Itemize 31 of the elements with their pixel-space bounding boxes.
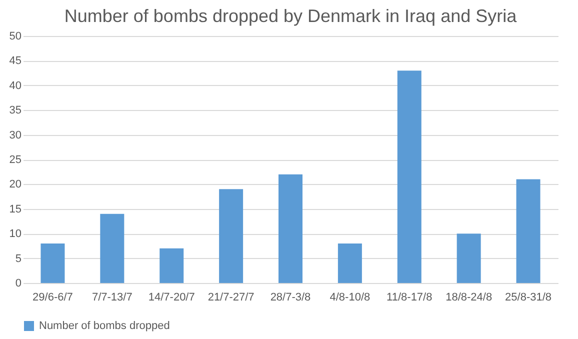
y-tick-label: 15 xyxy=(9,203,22,216)
chart-title: Number of bombs dropped by Denmark in Iraq and Syria xyxy=(64,6,518,26)
x-tick-label: 29/6-6/7 xyxy=(32,292,73,304)
legend-label: Number of bombs dropped xyxy=(39,320,170,332)
bar xyxy=(338,243,362,283)
y-tick-label: 45 xyxy=(9,55,22,68)
x-tick-label: 11/8-17/8 xyxy=(386,292,432,304)
y-tick-label: 40 xyxy=(9,80,22,92)
bar xyxy=(397,70,422,283)
y-tick-label: 25 xyxy=(9,154,22,166)
x-tick-label: 28/7-3/8 xyxy=(270,292,311,304)
bar xyxy=(219,189,244,283)
x-tick-label: 14/7-20/7 xyxy=(148,292,195,304)
x-tick-label: 21/7-27/7 xyxy=(208,292,254,304)
y-tick-label: 0 xyxy=(15,278,22,290)
bar xyxy=(160,248,184,283)
y-tick-label: 10 xyxy=(9,228,22,240)
bar xyxy=(278,174,302,283)
x-tick-label: 4/8-10/8 xyxy=(330,292,370,304)
bar xyxy=(40,243,65,283)
y-tick-label: 35 xyxy=(9,104,22,117)
y-tick-label: 50 xyxy=(9,30,22,42)
bar xyxy=(100,214,124,283)
bar xyxy=(456,234,481,283)
x-tick-label: 25/8-31/8 xyxy=(505,292,552,304)
y-tick-label: 20 xyxy=(9,178,22,191)
y-tick-label: 5 xyxy=(15,252,22,265)
x-tick-label: 7/7-13/7 xyxy=(92,292,132,304)
bar xyxy=(516,179,540,283)
y-tick-label: 30 xyxy=(9,129,22,142)
x-tick-label: 18/8-24/8 xyxy=(446,292,492,304)
